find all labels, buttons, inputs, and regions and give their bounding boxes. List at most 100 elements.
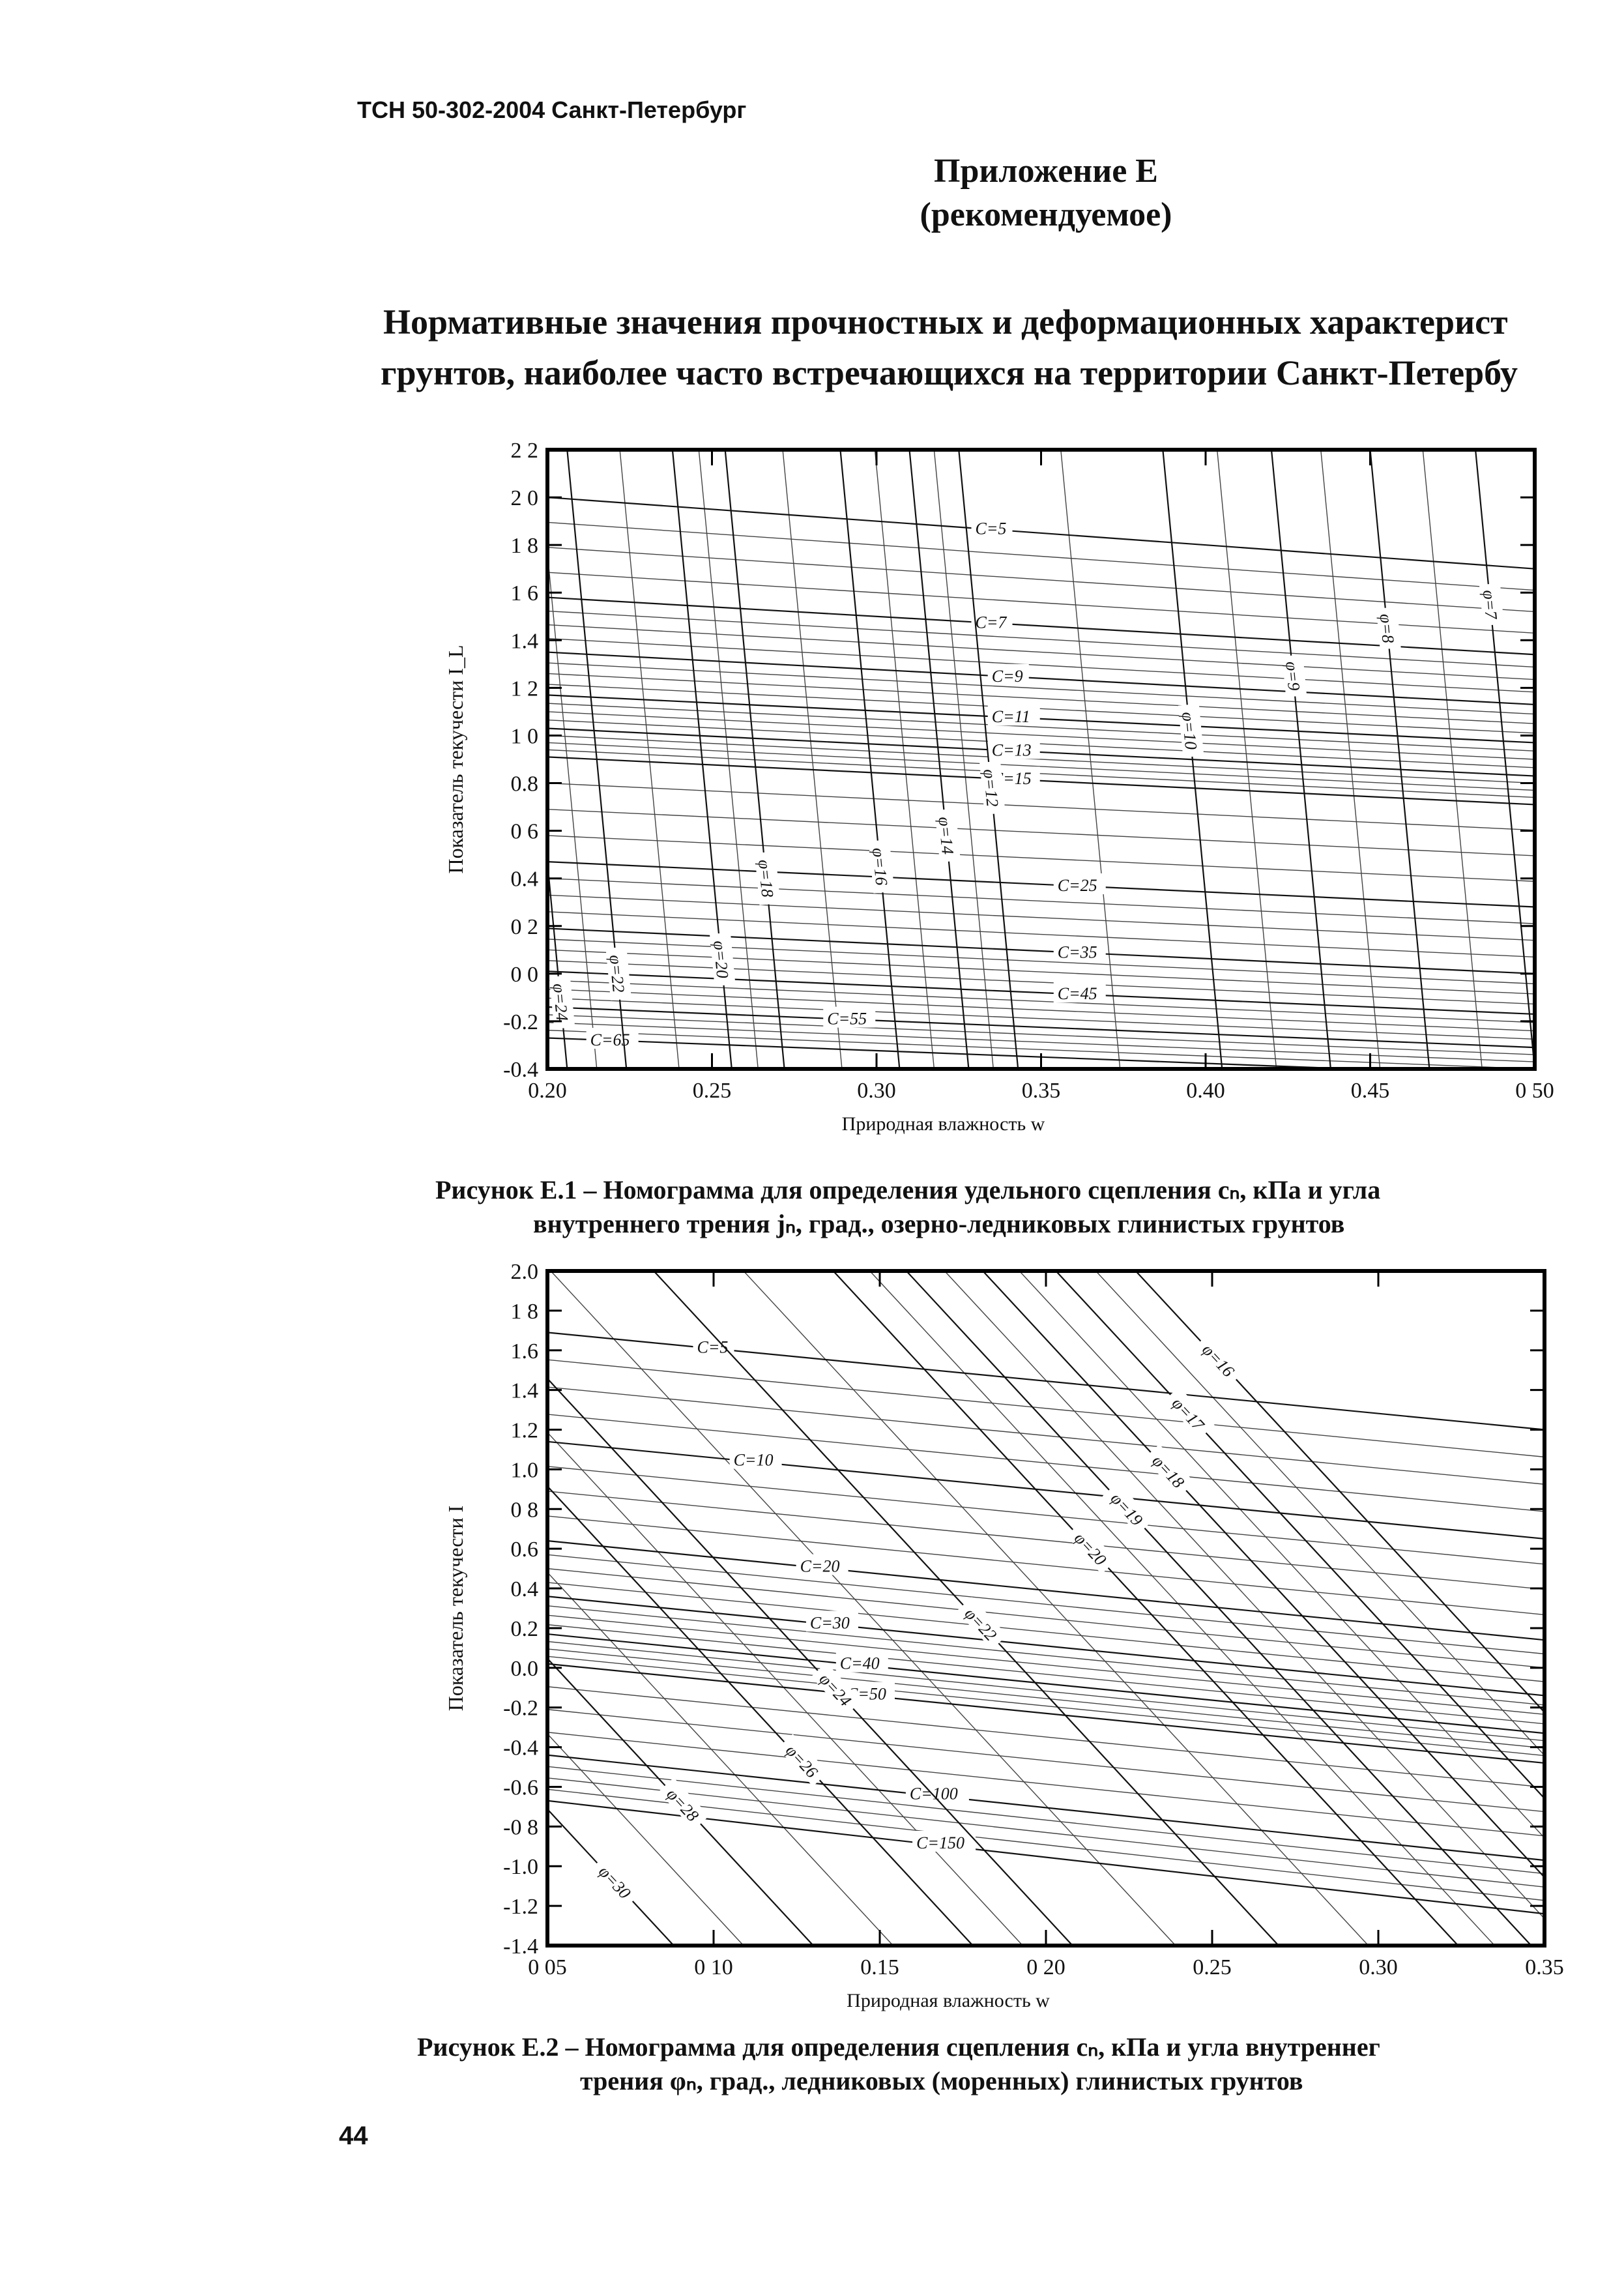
c-line [547,1754,1544,1861]
c-minor-line [547,1515,1544,1616]
c-line [547,1800,1544,1915]
c-label-bg [693,1335,734,1356]
phi-label: φ=7 [1479,589,1501,620]
c-minor-line [547,1766,1544,1875]
x-tick-label: 0 10 [694,1955,733,1979]
c-label: C=25 [1058,876,1097,895]
y-tick-label: -0.2 [503,1010,538,1034]
phi-label: φ=8 [1376,613,1398,643]
y-tick-label: 0.4 [511,868,539,892]
phi-line [1135,1271,1544,1714]
x-axis-label: Природная влажность w [842,1113,1045,1135]
c-minor-line [547,624,1535,680]
document-title: Нормативные значения прочностных и дефор… [381,297,1518,398]
c-minor-line [547,1466,1544,1565]
c-label-bg [987,738,1040,759]
phi-line [1369,450,1430,1069]
phi-minor-line [698,450,759,1069]
phi-label-bg [754,851,781,905]
x-axis-label: Природная влажность w [847,1990,1050,2011]
c-label: C=35 [1058,942,1097,961]
phi-label-bg [1479,583,1504,626]
x-tick-label: 0 20 [1026,1955,1066,1979]
y-tick-label: 1.4 [511,1379,539,1403]
c-minor-line [547,742,1535,791]
figure-1-caption-line-1: Рисунок Е.1 – Номограмма для определения… [435,1175,1381,1204]
phi-label: φ=9 [1282,660,1303,691]
y-tick-label: 2.0 [511,1260,539,1284]
phi-line [724,450,785,1069]
phi-line [982,1271,1544,1879]
x-tick-label: 0.35 [1525,1955,1564,1979]
phi-line [908,450,970,1069]
c-minor-line [547,720,1535,768]
appendix-title: Приложение Е [934,153,1158,190]
y-tick-label: -1.0 [503,1855,538,1879]
c-line [547,496,1535,570]
y-tick-label: 0 2 [511,915,539,939]
phi-label-bg [1194,1333,1245,1386]
phi-label: φ=12 [979,768,1002,808]
phi-label-bg [658,1777,710,1830]
c-label-bg [796,1554,848,1575]
phi-minor-line [550,1271,1176,1946]
phi-label-bg [935,808,961,863]
c-minor-line [547,1491,1544,1590]
y-tick-label: 1.6 [511,1339,539,1364]
phi-minor-line [619,450,680,1069]
c-label: C=55 [827,1010,867,1029]
figure-2-nomogram: C=5C=10C=20C=30C=40C=50C=100C=150φ=16φ=1… [444,1260,1564,2011]
phi-minor-line [1095,1271,1544,1757]
c-label-bg [987,705,1040,726]
phi-minor-line [1060,450,1121,1069]
phi-label: φ=18 [755,859,777,898]
y-axis-label: Показатель текучести I [444,1506,467,1711]
document-title-line-2: грунтов, наиболее часто встречающихся на… [381,353,1518,392]
x-tick-label: 0.25 [693,1079,732,1103]
c-label: C=5 [976,519,1007,538]
c-label-bg [971,516,1013,538]
phi-line [839,450,901,1069]
c-minor-line [547,1614,1544,1715]
x-tick-label: 0.20 [528,1079,567,1103]
c-label: C=11 [992,707,1030,726]
c-minor-line [547,877,1535,924]
phi-label-bg [1066,1521,1117,1575]
c-minor-line [547,749,1535,798]
c-minor-line [547,735,1535,784]
phi-line [547,854,568,1069]
c-line [547,970,1535,1015]
phi-minor-line [782,450,843,1069]
y-tick-label: 2 0 [511,486,539,510]
x-tick-label: 0.45 [1351,1079,1390,1103]
c-minor-line [547,1788,1544,1901]
y-tick-label: -0.2 [503,1697,538,1721]
c-line [547,727,1535,777]
phi-minor-line [874,450,935,1069]
phi-label-bg [868,839,895,894]
x-tick-label: 0.25 [1193,1955,1232,1979]
figure-1-caption: Рисунок Е.1 – Номограмма для определения… [435,1173,1380,1241]
c-label: C=5 [697,1338,729,1357]
c-label-bg [971,610,1013,632]
phi-label-bg [956,1597,1008,1650]
y-tick-label: 0 0 [511,963,539,987]
x-tick-label: 0.30 [1359,1955,1398,1979]
c-label: C=100 [910,1784,958,1803]
c-label-bg [823,1006,876,1028]
phi-label: φ=14 [935,816,957,855]
figure-2-caption-line-2: трения φₙ, град., ледниковых (моренных) … [580,2066,1303,2095]
c-label: C=40 [840,1654,880,1673]
c-line [547,651,1535,706]
c-minor-line [547,711,1535,760]
phi-minor-line [547,547,598,1069]
phi-label-bg [1376,606,1401,650]
phi-label-bg [811,1662,862,1715]
c-minor-line [547,1686,1544,1788]
y-tick-label: 1.2 [511,1419,539,1443]
phi-line [958,450,1019,1069]
c-label-bg [835,1651,888,1672]
phi-label: φ=16 [869,847,891,886]
c-minor-line [547,572,1535,634]
c-minor-line [547,684,1535,734]
